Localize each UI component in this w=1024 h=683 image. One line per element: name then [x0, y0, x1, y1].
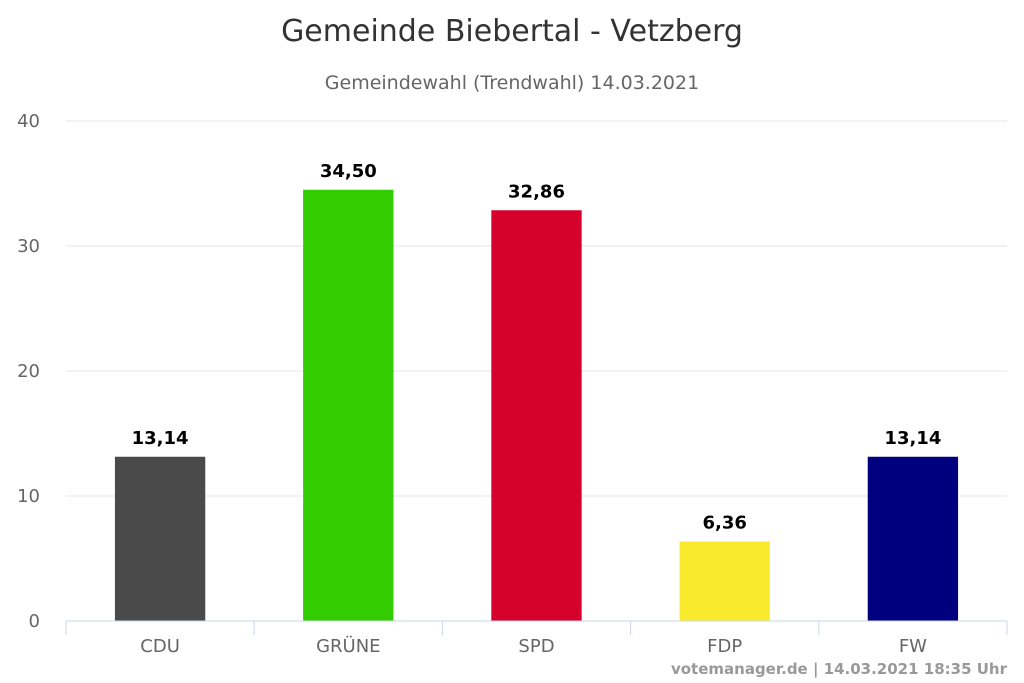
x-tick-label: FW	[899, 636, 927, 657]
bar-spd[interactable]	[491, 210, 582, 621]
data-label: 6,36	[702, 513, 746, 534]
y-tick-label: 0	[29, 611, 40, 632]
credits-text[interactable]: votemanager.de | 14.03.2021 18:35 Uhr	[671, 660, 1008, 679]
y-tick-label: 10	[17, 486, 40, 507]
data-label: 13,14	[884, 428, 941, 449]
x-tick-label: FDP	[707, 636, 742, 657]
bar-gr-ne[interactable]	[303, 189, 394, 621]
data-label: 34,50	[320, 161, 377, 182]
x-tick-label: CDU	[140, 636, 180, 657]
data-labels: 13,14 34,50 32,86 6,36 13,14	[132, 161, 942, 534]
x-axis: CDU GRÜNE SPD FDP FW	[65, 620, 1008, 657]
y-tick-label: 20	[17, 361, 40, 382]
y-tick-label: 30	[17, 236, 40, 257]
y-tick-label: 40	[17, 111, 40, 132]
x-tick-label: SPD	[518, 636, 554, 657]
bar-fw[interactable]	[867, 456, 959, 621]
bar-fdp[interactable]	[679, 541, 770, 622]
x-tick-label: GRÜNE	[316, 635, 380, 657]
data-label: 32,86	[508, 181, 565, 202]
bar-cdu[interactable]	[114, 456, 206, 621]
chart-subtitle: Gemeindewahl (Trendwahl) 14.03.2021	[325, 72, 699, 94]
y-axis: 0 10 20 30 40	[17, 111, 40, 632]
data-label: 13,14	[132, 428, 189, 449]
chart-title: Gemeinde Biebertal - Vetzberg	[281, 14, 743, 49]
bars	[114, 189, 959, 622]
